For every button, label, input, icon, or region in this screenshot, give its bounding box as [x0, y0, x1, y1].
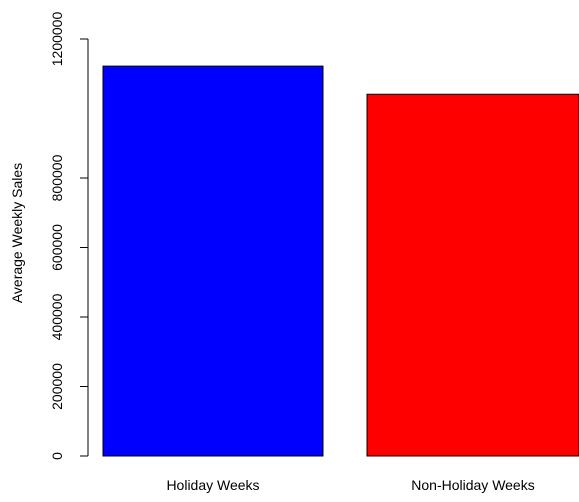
y-tick-label: 1200000	[49, 12, 65, 67]
y-tick-label: 0	[49, 452, 65, 460]
y-tick-label: 400000	[49, 293, 65, 340]
x-category-label: Holiday Weeks	[166, 477, 259, 493]
y-tick-label: 800000	[49, 154, 65, 201]
x-axis-labels: Holiday Weeks Non-Holiday Weeks	[166, 477, 534, 493]
x-category-label: Non-Holiday Weeks	[411, 477, 534, 493]
y-tick-label: 200000	[49, 363, 65, 410]
bar-non-holiday-weeks	[366, 93, 579, 457]
y-tick-label: 600000	[49, 224, 65, 271]
y-axis-title: Average Weekly Sales	[9, 163, 25, 303]
bar-holiday-weeks	[102, 65, 324, 457]
y-axis: 0 200000 400000 600000 800000 1200000	[49, 12, 89, 460]
bars-group	[102, 65, 579, 457]
